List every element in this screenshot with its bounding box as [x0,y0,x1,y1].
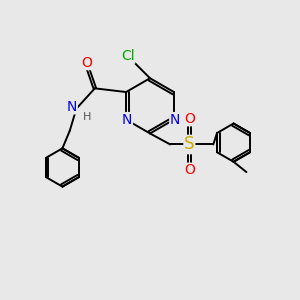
Text: O: O [184,163,195,177]
Text: O: O [184,112,195,126]
Text: N: N [67,100,77,114]
Text: Cl: Cl [121,49,135,63]
Text: H: H [82,112,91,122]
Text: N: N [170,112,180,127]
Text: O: O [81,56,92,70]
Text: S: S [184,136,195,154]
Text: N: N [122,112,132,127]
